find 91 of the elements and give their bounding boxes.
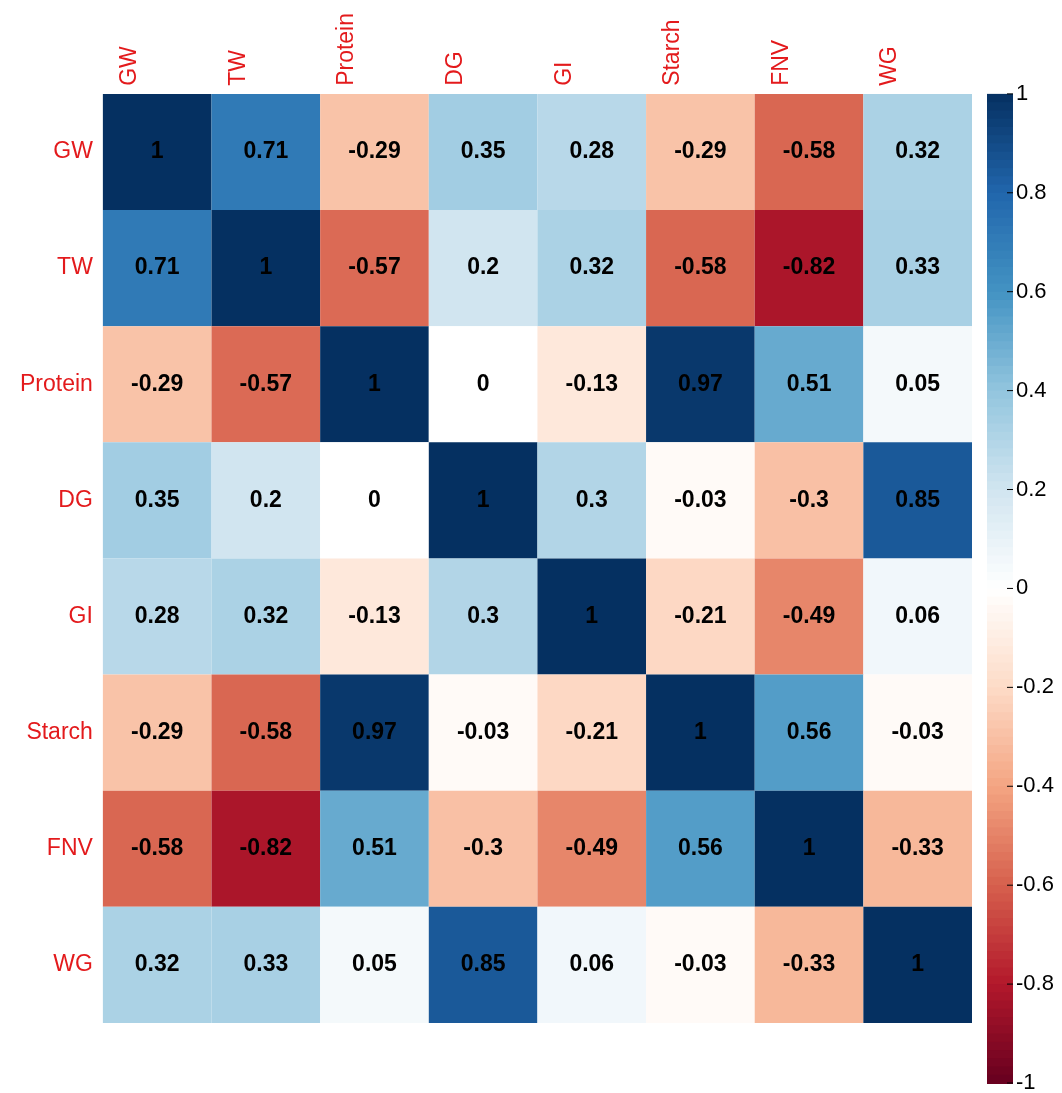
data-label: 0.06 [895,601,941,628]
data-label: 1 [476,485,490,512]
data-label: -0.82 [782,253,836,280]
y-tick-label: DG [58,485,93,512]
color-bar-label: -1 [1016,1069,1036,1093]
data-label: -0.21 [674,601,727,628]
y-tick-label: GW [53,137,94,164]
data-label: -0.29 [348,137,401,164]
data-label: 0.35 [460,137,506,164]
x-tick-label: DG [440,51,467,86]
data-label: -0.13 [565,369,618,396]
y-tick-label: Starch [26,717,93,744]
x-tick-label: WG [875,46,902,86]
color-bar-label: 0.2 [1016,475,1047,501]
data-label: -0.29 [130,717,184,744]
data-label: -0.13 [348,601,401,628]
y-tick-label: TW [57,253,94,280]
x-tick-label: FNV [766,39,793,86]
data-label: 0.35 [134,485,180,512]
data-label: 0.85 [460,950,506,977]
data-label: 0 [476,369,490,396]
data-label: -0.58 [674,253,727,280]
x-tick-label: Protein [332,13,359,86]
y-tick-label: GI [68,601,93,628]
data-label: 0.71 [134,253,180,280]
data-label: 0.05 [895,369,941,396]
x-tick-label: TW [223,49,250,86]
color-bar-label: 0.4 [1016,376,1047,402]
data-label: -0.21 [565,717,619,744]
data-label: -0.3 [463,834,503,861]
data-label: -0.03 [674,485,727,512]
data-label: -0.29 [674,137,727,164]
data-label: 0.56 [678,834,723,861]
data-label: -0.57 [348,253,401,280]
color-bar-label: -0.2 [1016,673,1054,699]
color-bar-label: 1 [1016,79,1029,105]
data-label: 1 [802,834,816,861]
data-label: 0.56 [786,717,832,744]
data-label: 0.3 [575,485,608,512]
y-tick-label: FNV [46,834,94,861]
data-label: 0.51 [786,369,832,396]
data-label: 0.33 [895,253,941,280]
data-label: 0.51 [352,834,398,861]
data-label: -0.33 [782,950,836,977]
data-label: 0.32 [134,950,180,977]
data-label: 1 [368,369,382,396]
color-bar-label: -0.8 [1016,970,1054,996]
data-label: 1 [259,253,273,280]
data-label: 0.06 [569,950,615,977]
data-label: -0.82 [239,834,293,861]
data-label: -0.58 [239,717,293,744]
x-tick-label: GI [549,61,576,86]
data-label: 0 [368,485,381,512]
data-label: 0.28 [569,137,615,164]
color-bar-label: 0.6 [1016,277,1047,303]
data-label: 0.28 [134,601,180,628]
data-label: -0.03 [891,717,944,744]
y-tick-label: WG [53,950,93,977]
data-label: 1 [150,137,164,164]
data-label: 0.97 [352,717,397,744]
data-label: 1 [694,717,707,744]
data-label: -0.58 [782,137,836,164]
data-label: -0.03 [456,717,510,744]
data-label: -0.57 [239,369,293,396]
data-label: 0.97 [678,369,723,396]
data-label: 0.2 [249,485,282,512]
data-label: 0.3 [467,601,500,628]
data-label: -0.03 [674,950,727,977]
data-label: 0.71 [243,137,289,164]
data-label: -0.33 [891,834,944,861]
data-label: -0.49 [565,834,618,861]
data-label: 0.85 [895,485,941,512]
data-label: 0.05 [352,950,398,977]
data-label: 0.2 [467,253,500,280]
data-label: -0.3 [789,485,829,512]
color-bar-label: -0.4 [1016,772,1054,798]
color-bar-label: 0 [1016,574,1029,600]
data-label: -0.49 [782,601,836,628]
data-label: 0.32 [895,137,941,164]
data-label: 0.32 [243,601,289,628]
data-label: 0.33 [243,950,289,977]
data-label: 1 [911,950,925,977]
data-label: 0.32 [569,253,615,280]
y-tick-label: Protein [20,369,93,396]
data-label: 1 [585,601,599,628]
data-label: -0.29 [130,369,184,396]
data-label: -0.58 [130,834,184,861]
x-tick-label: GW [114,45,141,86]
x-tick-label: Starch [658,19,685,86]
color-bar-label: -0.6 [1016,871,1054,897]
color-bar-label: 0.8 [1016,178,1047,204]
